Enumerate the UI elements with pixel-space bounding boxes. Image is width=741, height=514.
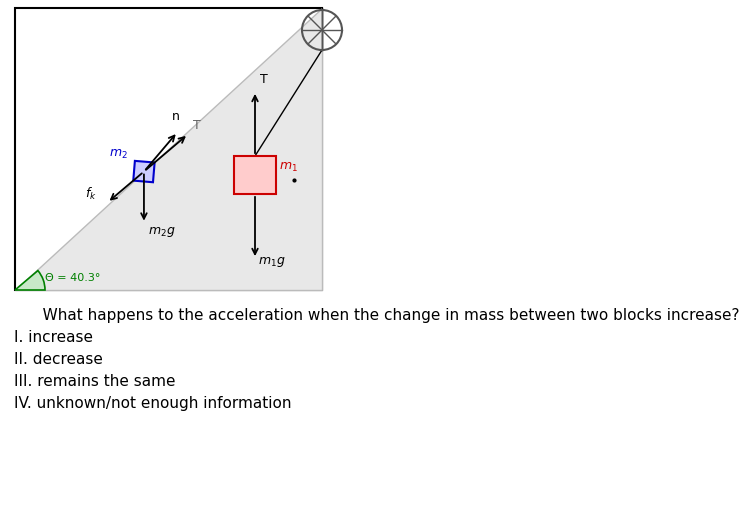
Text: Θ = 40.3°: Θ = 40.3° [45,273,100,283]
Text: $m_1g$: $m_1g$ [258,255,285,269]
Text: III. remains the same: III. remains the same [14,374,176,389]
Text: II. decrease: II. decrease [14,352,103,367]
Text: $f_k$: $f_k$ [85,186,97,201]
Text: $m_1$: $m_1$ [279,161,298,174]
Text: IV. unknown/not enough information: IV. unknown/not enough information [14,396,291,411]
Polygon shape [133,161,155,182]
Polygon shape [15,8,322,290]
Text: $m_2g$: $m_2g$ [148,225,176,238]
Text: n: n [172,110,179,123]
Wedge shape [15,270,45,290]
Text: T: T [260,73,268,86]
Text: I. increase: I. increase [14,330,93,345]
Text: $m_2$: $m_2$ [109,148,127,161]
Bar [15,8,322,290]
Bar [234,156,276,194]
Text: What happens to the acceleration when the change in mass between two blocks incr: What happens to the acceleration when th… [28,308,740,323]
Text: T: T [193,119,201,132]
